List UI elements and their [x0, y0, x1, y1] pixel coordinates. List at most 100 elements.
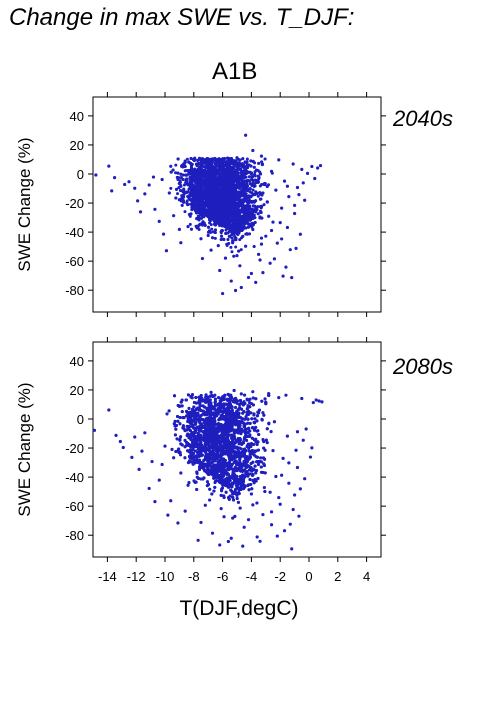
- y-tick-label: -80: [65, 283, 84, 298]
- data-point: [265, 185, 269, 189]
- data-point: [223, 225, 227, 229]
- data-point: [223, 206, 227, 210]
- data-point: [187, 160, 191, 164]
- data-point: [195, 198, 199, 202]
- data-point: [244, 211, 248, 215]
- data-point: [222, 238, 226, 242]
- data-point: [205, 203, 209, 207]
- data-point: [218, 198, 222, 202]
- data-point: [186, 190, 190, 194]
- data-point: [237, 186, 241, 190]
- data-point: [232, 254, 236, 258]
- data-point: [225, 160, 229, 164]
- data-point: [169, 170, 173, 174]
- data-point: [234, 195, 238, 199]
- data-point: [247, 194, 251, 198]
- data-point: [260, 182, 264, 186]
- page-title: Change in max SWE vs. T_DJF:: [9, 4, 355, 31]
- data-point: [226, 237, 230, 241]
- data-point: [178, 189, 182, 193]
- data-point: [249, 159, 253, 163]
- data-point: [260, 163, 264, 167]
- data-point: [177, 181, 181, 185]
- data-point: [181, 165, 185, 169]
- data-point: [195, 177, 199, 181]
- data-point: [234, 213, 238, 217]
- data-point: [257, 176, 261, 180]
- data-point: [240, 229, 244, 233]
- data-point: [243, 191, 247, 195]
- data-point: [183, 169, 187, 173]
- data-point: [245, 232, 249, 236]
- data-point: [227, 234, 231, 238]
- data-point: [256, 178, 260, 182]
- data-point: [214, 164, 218, 168]
- data-point: [217, 175, 221, 179]
- y-tick-label: -20: [65, 196, 84, 211]
- data-point: [234, 161, 238, 165]
- data-point: [258, 197, 262, 201]
- data-point: [251, 211, 255, 215]
- data-point: [223, 179, 227, 183]
- data-point: [176, 192, 180, 196]
- data-point: [182, 183, 186, 187]
- data-point: [176, 157, 180, 161]
- data-point: [203, 223, 207, 227]
- data-point: [220, 219, 224, 223]
- data-point: [207, 168, 211, 172]
- data-point: [252, 245, 256, 249]
- data-point: [199, 213, 203, 217]
- data-point: [250, 175, 254, 179]
- data-point: [227, 223, 231, 227]
- data-point: [184, 181, 188, 185]
- data-point: [183, 210, 187, 214]
- data-point: [232, 211, 236, 215]
- data-point: [241, 201, 245, 205]
- data-point: [230, 250, 234, 254]
- data-point: [259, 236, 263, 240]
- data-point: [220, 164, 224, 168]
- data-point: [256, 212, 260, 216]
- data-point: [229, 245, 233, 249]
- data-point: [248, 190, 252, 194]
- data-point: [211, 236, 215, 240]
- data-point: [181, 189, 185, 193]
- data-point: [179, 176, 183, 180]
- data-point: [236, 197, 240, 201]
- data-point: [222, 160, 226, 164]
- data-point: [246, 178, 250, 182]
- data-point: [241, 179, 245, 183]
- data-point: [239, 171, 243, 175]
- data-point: [213, 157, 217, 161]
- data-point: [263, 157, 267, 161]
- data-point: [198, 188, 202, 192]
- data-point: [237, 178, 241, 182]
- data-point: [193, 176, 197, 180]
- data-point: [174, 196, 178, 200]
- data-point: [262, 203, 266, 207]
- data-point: [260, 160, 264, 164]
- data-point: [241, 157, 245, 161]
- data-point: [246, 225, 250, 229]
- data-point: [210, 227, 214, 231]
- data-point: [174, 163, 178, 167]
- data-point: [171, 168, 175, 172]
- data-point: [251, 188, 255, 192]
- data-point: [213, 228, 217, 232]
- data-point: [260, 204, 264, 208]
- data-point: [213, 236, 217, 240]
- data-point: [248, 218, 252, 222]
- data-point: [234, 236, 238, 240]
- data-point: [229, 209, 233, 213]
- data-point: [225, 243, 229, 247]
- data-point: [238, 194, 242, 198]
- data-point: [251, 181, 255, 185]
- data-point: [237, 174, 241, 178]
- y-tick-label: -60: [65, 254, 84, 269]
- data-point: [230, 236, 234, 240]
- data-point: [249, 164, 253, 168]
- data-point: [259, 172, 263, 176]
- data-point: [201, 223, 205, 227]
- data-point: [239, 248, 243, 252]
- data-point: [219, 205, 223, 209]
